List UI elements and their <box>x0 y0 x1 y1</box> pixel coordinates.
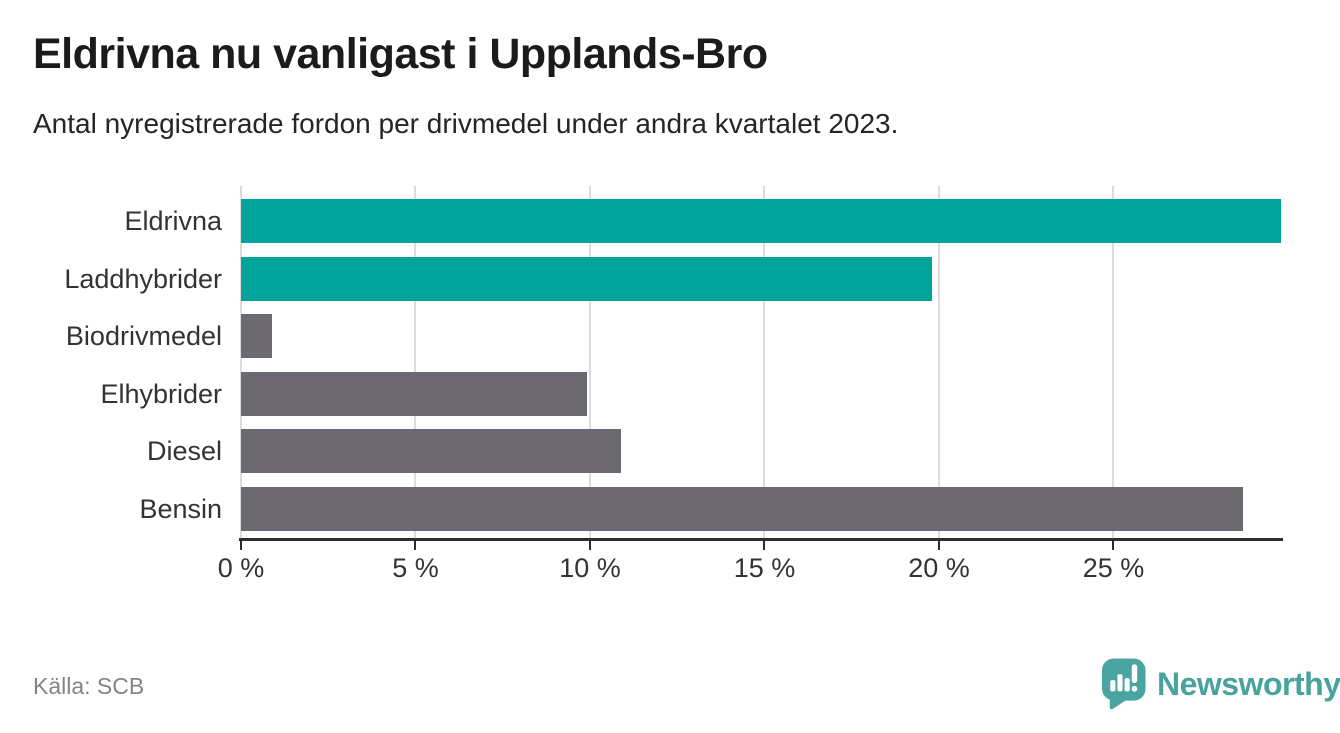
x-axis-tick <box>937 541 940 550</box>
x-axis-tick <box>588 541 591 550</box>
chart-subtitle: Antal nyregistrerade fordon per drivmede… <box>33 108 899 139</box>
plot-area <box>240 186 1281 538</box>
y-axis-labels: Eldrivna Laddhybrider Biodrivmedel Elhybrid… <box>0 186 222 538</box>
bar-eldrivna <box>241 199 1281 243</box>
gridline <box>763 186 766 538</box>
x-axis-tick-label: 5 % <box>392 553 439 583</box>
source-note: Källa: SCB <box>33 673 145 699</box>
brand-name: Newsworthy <box>1157 665 1340 702</box>
category-label: Diesel <box>146 436 222 467</box>
gridline <box>240 186 242 538</box>
category-label: Bensin <box>139 494 222 524</box>
x-axis-tick <box>1112 541 1115 550</box>
gridline <box>937 186 940 538</box>
chart-title: Eldrivna nu vanligast i Upplands-Bro <box>33 30 768 78</box>
category-label: Eldrivna <box>124 206 222 236</box>
brand-logo: Newsworthy <box>1100 657 1340 711</box>
x-axis-tick <box>240 541 242 550</box>
x-axis-line <box>239 538 1283 541</box>
newsworthy-bubble-barchart-icon <box>1101 658 1146 710</box>
x-axis-tick-label: 15 % <box>733 553 796 583</box>
gridline <box>414 186 417 538</box>
bar-biodrivmedel <box>241 314 273 359</box>
bar-elhybrider <box>241 371 587 416</box>
x-axis-tick-label: 10 % <box>559 553 621 583</box>
bar-bensin <box>241 487 1243 531</box>
category-label: Biodrivmedel <box>65 321 222 352</box>
bar-diesel <box>241 429 622 474</box>
x-axis-tick <box>414 541 417 550</box>
x-axis-tick-label: 20 % <box>908 553 970 583</box>
category-label: Elhybrider <box>100 378 222 409</box>
gridline <box>588 186 591 538</box>
gridline <box>1112 186 1115 538</box>
bar-laddhybrider <box>241 256 932 301</box>
x-axis-tick-label: 0 % <box>217 553 265 583</box>
x-axis-tick-label: 25 % <box>1082 553 1145 583</box>
x-axis-tick <box>763 541 766 550</box>
category-label: Laddhybrider <box>64 263 222 294</box>
